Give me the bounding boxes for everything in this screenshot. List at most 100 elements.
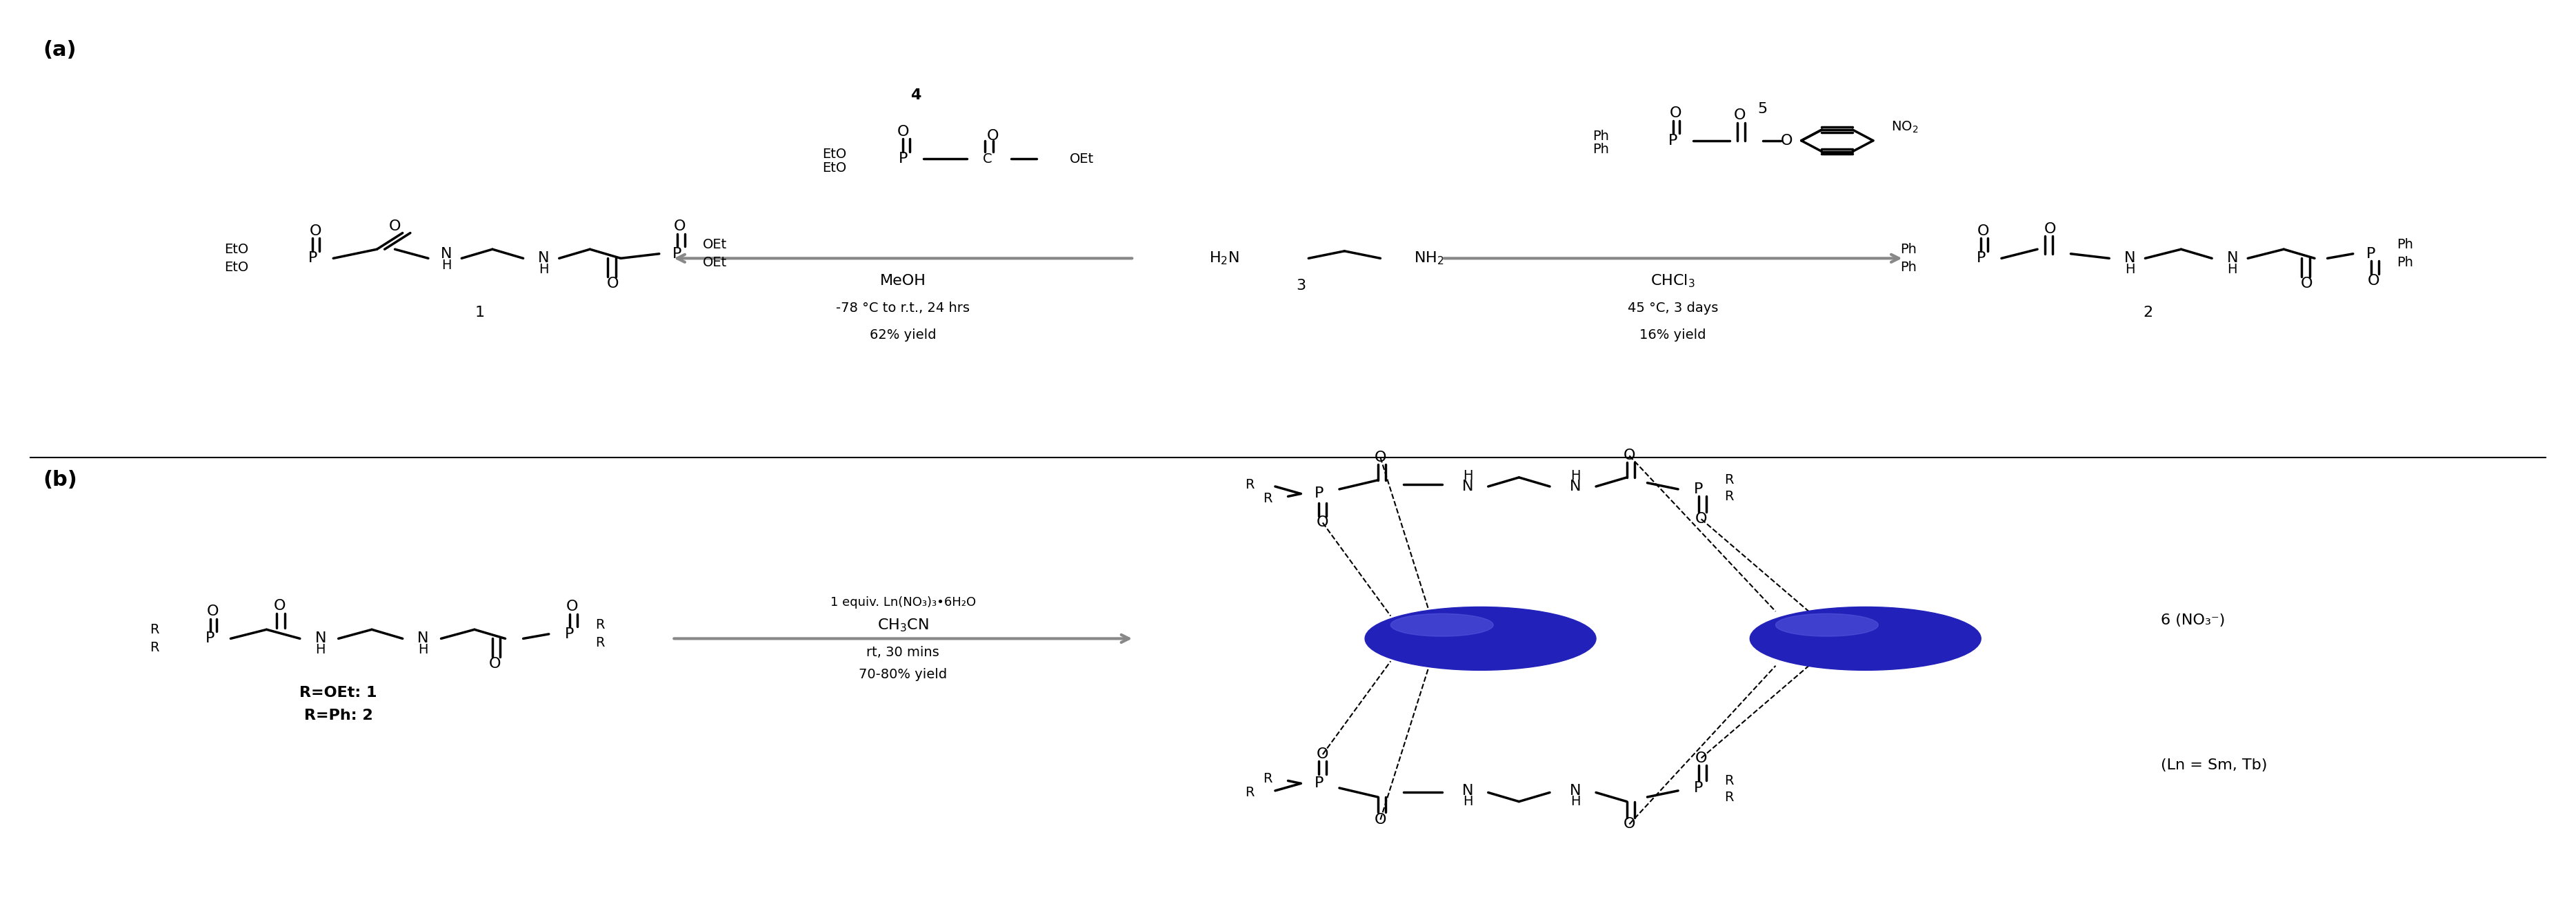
Text: N: N — [1569, 479, 1582, 493]
Text: H: H — [2125, 263, 2136, 275]
Text: R: R — [1723, 791, 1734, 803]
Text: $\mathrm{H_2N}$: $\mathrm{H_2N}$ — [1208, 250, 1239, 266]
Ellipse shape — [1365, 607, 1597, 671]
Text: N: N — [1463, 784, 1473, 798]
Text: H: H — [417, 643, 428, 656]
Text: 70-80% yield: 70-80% yield — [858, 668, 948, 682]
Text: O: O — [2045, 222, 2056, 236]
Text: P: P — [564, 627, 574, 640]
Text: N: N — [1569, 784, 1582, 798]
Text: R: R — [149, 623, 160, 636]
Text: P: P — [1314, 487, 1324, 501]
Text: O: O — [2367, 274, 2380, 288]
Text: O: O — [489, 657, 500, 671]
Text: 16% yield: 16% yield — [1641, 328, 1705, 342]
Text: R: R — [1723, 774, 1734, 787]
Text: P: P — [672, 247, 683, 261]
Text: P: P — [2367, 247, 2375, 261]
Text: R=OEt: 1: R=OEt: 1 — [299, 686, 376, 700]
Text: Ph: Ph — [1592, 130, 1610, 143]
Text: Ln³⁺: Ln³⁺ — [1847, 631, 1883, 645]
Text: N: N — [1463, 479, 1473, 493]
Text: N: N — [417, 631, 428, 645]
Text: $\mathrm{NH_2}$: $\mathrm{NH_2}$ — [1414, 250, 1445, 266]
Text: P: P — [1695, 781, 1703, 795]
Text: O: O — [1695, 751, 1708, 765]
Text: O: O — [1623, 448, 1636, 463]
Ellipse shape — [1749, 607, 1981, 671]
Text: Ph: Ph — [2396, 238, 2414, 252]
Text: C: C — [984, 152, 992, 166]
Text: O: O — [389, 220, 402, 233]
Text: O: O — [1316, 748, 1329, 761]
Text: 5: 5 — [1757, 102, 1767, 116]
Text: (Ln = Sm, Tb): (Ln = Sm, Tb) — [2161, 759, 2267, 772]
Text: Ph: Ph — [2396, 256, 2414, 269]
Text: (b): (b) — [44, 470, 77, 490]
Text: O: O — [273, 599, 286, 613]
Text: rt, 30 mins: rt, 30 mins — [866, 646, 940, 659]
Text: O: O — [567, 600, 577, 614]
Text: 1: 1 — [474, 306, 484, 319]
Text: O: O — [1316, 516, 1329, 530]
Text: EtO: EtO — [224, 261, 250, 274]
Ellipse shape — [1391, 614, 1494, 636]
Text: P: P — [1695, 482, 1703, 496]
Text: O: O — [1695, 512, 1708, 526]
Text: N: N — [2125, 252, 2136, 265]
Text: Ph: Ph — [1901, 242, 1917, 256]
Text: R: R — [1262, 772, 1273, 785]
Text: N: N — [314, 631, 327, 645]
Text: H: H — [440, 259, 451, 272]
Text: EtO: EtO — [822, 147, 848, 161]
Text: O: O — [987, 129, 999, 143]
Text: H: H — [1571, 795, 1582, 808]
Text: O: O — [1669, 106, 1682, 121]
Text: N: N — [538, 252, 549, 265]
Text: $\mathrm{NO_2}$: $\mathrm{NO_2}$ — [1891, 120, 1919, 135]
Text: Ln³⁺: Ln³⁺ — [1463, 631, 1499, 645]
Text: 45 °C, 3 days: 45 °C, 3 days — [1628, 302, 1718, 315]
Text: OEt: OEt — [703, 256, 726, 269]
Text: (a): (a) — [44, 40, 77, 60]
Text: O: O — [206, 605, 219, 619]
Text: O: O — [675, 220, 685, 233]
Text: R=Ph: 2: R=Ph: 2 — [304, 708, 374, 723]
Text: O: O — [1734, 108, 1747, 123]
Ellipse shape — [1775, 614, 1878, 636]
Text: R: R — [595, 637, 605, 650]
Text: H: H — [2228, 263, 2239, 275]
Text: O: O — [309, 224, 322, 238]
Text: P: P — [1314, 777, 1324, 791]
Text: 62% yield: 62% yield — [871, 328, 935, 342]
Text: $\mathrm{CH_3CN}$: $\mathrm{CH_3CN}$ — [878, 617, 930, 633]
Text: P: P — [1976, 252, 1986, 265]
Text: R: R — [1723, 474, 1734, 487]
Text: OEt: OEt — [1069, 152, 1095, 166]
Text: EtO: EtO — [822, 161, 848, 175]
Text: O: O — [2300, 276, 2313, 291]
Text: R: R — [149, 641, 160, 654]
Text: H: H — [1571, 469, 1582, 482]
Text: 4: 4 — [909, 89, 922, 102]
Text: 6 (NO₃⁻): 6 (NO₃⁻) — [2161, 614, 2226, 628]
Text: H: H — [1463, 469, 1473, 482]
Text: N: N — [440, 247, 451, 261]
Text: R: R — [595, 619, 605, 631]
Text: -78 °C to r.t., 24 hrs: -78 °C to r.t., 24 hrs — [837, 302, 971, 315]
Text: Ph: Ph — [1592, 143, 1610, 156]
Text: 3: 3 — [1296, 278, 1306, 293]
Text: 1 equiv. Ln(NO₃)₃•6H₂O: 1 equiv. Ln(NO₃)₃•6H₂O — [829, 597, 976, 608]
Text: EtO: EtO — [224, 242, 250, 256]
Text: H: H — [538, 263, 549, 275]
Text: R: R — [1244, 479, 1255, 491]
Text: O: O — [1978, 224, 1989, 238]
Text: R: R — [1723, 490, 1734, 503]
Text: P: P — [899, 152, 907, 166]
Text: OEt: OEt — [703, 238, 726, 252]
Text: R: R — [1262, 491, 1273, 505]
Text: O: O — [1623, 817, 1636, 831]
Text: R: R — [1244, 786, 1255, 799]
Text: $\mathrm{CHCl_3}$: $\mathrm{CHCl_3}$ — [1651, 273, 1695, 289]
Text: O: O — [896, 124, 909, 138]
